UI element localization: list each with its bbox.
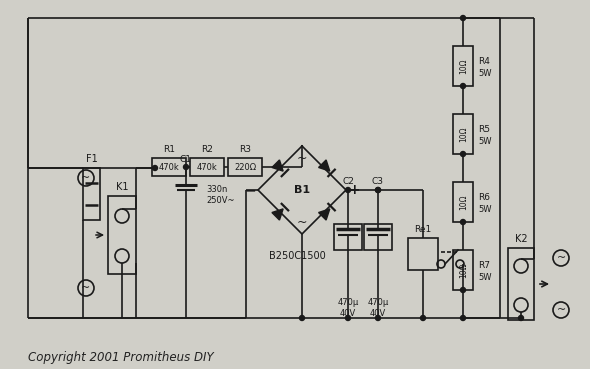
Text: ~: ~	[556, 305, 566, 315]
Text: B1: B1	[294, 185, 310, 195]
Polygon shape	[319, 209, 330, 220]
Text: R3: R3	[239, 145, 251, 155]
Circle shape	[375, 187, 381, 193]
Text: F1: F1	[86, 154, 97, 164]
Text: +: +	[348, 183, 360, 197]
Text: Re1: Re1	[414, 225, 432, 235]
Text: 470k: 470k	[159, 162, 179, 172]
Text: −: −	[244, 183, 256, 197]
Circle shape	[421, 315, 425, 321]
Text: 10Ω: 10Ω	[460, 194, 468, 210]
Bar	[408, 238, 438, 270]
Bar	[83, 168, 100, 220]
Text: R1: R1	[163, 145, 175, 155]
Bar	[453, 114, 473, 154]
Text: ~: ~	[297, 152, 307, 165]
Text: C3: C3	[372, 177, 384, 186]
Circle shape	[461, 220, 466, 224]
Bar	[453, 46, 473, 86]
Circle shape	[183, 165, 188, 169]
Polygon shape	[319, 160, 330, 171]
Bar	[190, 158, 224, 176]
Text: B250C1500: B250C1500	[268, 251, 325, 261]
Polygon shape	[272, 209, 283, 220]
Text: K1: K1	[116, 182, 128, 192]
Bar	[334, 224, 362, 250]
Circle shape	[375, 187, 381, 193]
Circle shape	[461, 15, 466, 21]
Bar	[453, 182, 473, 222]
Text: R7: R7	[478, 261, 490, 269]
Bar	[228, 158, 262, 176]
Circle shape	[300, 315, 304, 321]
Text: ~: ~	[556, 253, 566, 263]
Text: 470µ
40V: 470µ 40V	[368, 298, 389, 318]
Text: 5W: 5W	[478, 69, 491, 79]
Circle shape	[152, 166, 158, 170]
Text: Copyright 2001 Promitheus DIY: Copyright 2001 Promitheus DIY	[28, 352, 214, 365]
Text: R6: R6	[478, 193, 490, 201]
Text: 5W: 5W	[478, 206, 491, 214]
Circle shape	[519, 315, 523, 321]
Text: 470µ
40V: 470µ 40V	[337, 298, 359, 318]
Text: R2: R2	[201, 145, 213, 155]
Bar	[364, 224, 392, 250]
Circle shape	[461, 315, 466, 321]
Text: C2: C2	[342, 177, 354, 186]
Text: 5W: 5W	[478, 138, 491, 146]
Polygon shape	[272, 160, 283, 171]
Circle shape	[461, 287, 466, 293]
Circle shape	[375, 315, 381, 321]
Text: 330n
250V~: 330n 250V~	[206, 185, 234, 205]
Text: 10Ω: 10Ω	[460, 126, 468, 142]
Text: 5W: 5W	[478, 273, 491, 283]
Text: ~: ~	[81, 283, 91, 293]
Bar	[152, 158, 186, 176]
Circle shape	[346, 187, 350, 193]
Text: R4: R4	[478, 56, 490, 66]
Text: 10Ω: 10Ω	[460, 262, 468, 278]
Circle shape	[461, 83, 466, 89]
Text: C1: C1	[180, 155, 192, 163]
Text: ~: ~	[81, 173, 91, 183]
Bar	[508, 248, 534, 320]
Text: ~: ~	[297, 215, 307, 228]
Text: 470k: 470k	[196, 162, 217, 172]
Text: 10Ω: 10Ω	[460, 58, 468, 74]
Bar	[453, 250, 473, 290]
Text: K2: K2	[514, 234, 527, 244]
Circle shape	[346, 315, 350, 321]
Text: R5: R5	[478, 124, 490, 134]
Text: 220Ω: 220Ω	[234, 162, 256, 172]
Circle shape	[461, 152, 466, 156]
Bar	[108, 196, 136, 274]
